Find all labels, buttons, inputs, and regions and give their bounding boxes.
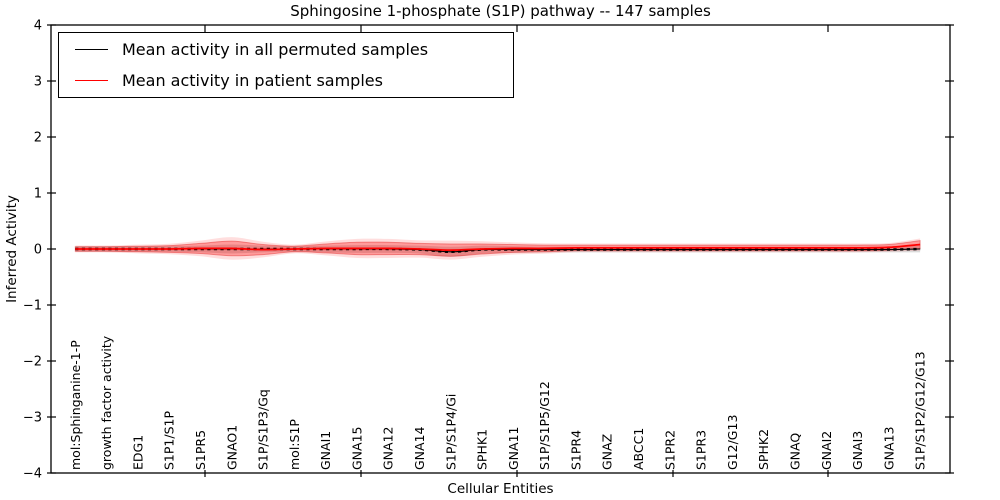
permuted-line-swatch (75, 48, 108, 50)
x-category-label: SPHK2 (756, 429, 771, 470)
y-tick-label: −3 (23, 411, 42, 426)
y-tick-label: −2 (23, 355, 42, 370)
x-category-label: S1P/S1P3/Gq (256, 389, 271, 470)
x-category-label: S1PR4 (568, 430, 583, 470)
y-tick-label: −4 (23, 467, 42, 482)
y-axis-label: Inferred Activity (4, 195, 20, 303)
x-category-label: GNAI2 (819, 431, 834, 470)
x-category-label: SPHK1 (475, 429, 490, 470)
y-tick-label: −1 (23, 299, 42, 314)
x-category-label: GNA12 (381, 427, 396, 471)
x-category-label: GNA13 (881, 427, 896, 471)
x-category-label: EDG1 (130, 435, 145, 470)
x-category-label: mol:Sphinganine-1-P (68, 340, 83, 470)
x-category-label: mol:S1P (287, 419, 302, 470)
x-category-label: GNAZ (600, 434, 615, 470)
x-category-label: GNA15 (349, 427, 364, 471)
patient-mean-line (75, 243, 921, 252)
x-category-label: GNAI1 (318, 431, 333, 470)
legend-entry-permuted: Mean activity in all permuted samples (59, 34, 513, 64)
y-tick-label: 1 (34, 187, 42, 202)
legend-label-permuted: Mean activity in all permuted samples (122, 39, 429, 59)
chart-title: Sphingosine 1-phosphate (S1P) pathway --… (290, 2, 711, 20)
x-category-label: S1P1/S1P (162, 411, 177, 470)
legend-label-patient: Mean activity in patient samples (122, 71, 383, 91)
x-category-label: GNAO1 (224, 425, 239, 470)
x-category-label: S1P/S1P2/G12/G13 (913, 351, 928, 470)
x-category-label: growth factor activity (99, 335, 114, 470)
legend-entry-patient: Mean activity in patient samples (59, 66, 513, 96)
x-category-label: S1P/S1P4/Gi (443, 394, 458, 470)
x-category-label: GNA14 (412, 426, 427, 470)
y-tick-label: 4 (34, 19, 42, 34)
y-tick-label: 0 (34, 243, 42, 258)
x-category-label: S1PR2 (662, 430, 677, 470)
x-category-label: GNAI3 (850, 431, 865, 470)
x-category-label: GNA11 (506, 427, 521, 471)
x-category-label: G12/G13 (725, 415, 740, 470)
x-category-label: S1P/S1P5/G12 (537, 381, 552, 470)
x-category-label: GNAQ (788, 433, 803, 470)
legend: Mean activity in all permuted samples Me… (58, 32, 514, 98)
y-tick-label: 2 (34, 131, 42, 146)
x-axis-label: Cellular Entities (447, 481, 554, 497)
x-category-label: S1PR3 (694, 430, 709, 470)
y-tick-label: 3 (34, 75, 42, 90)
patient-line-swatch (75, 80, 108, 82)
x-category-label: ABCC1 (631, 428, 646, 470)
x-category-label: S1PR5 (193, 430, 208, 470)
